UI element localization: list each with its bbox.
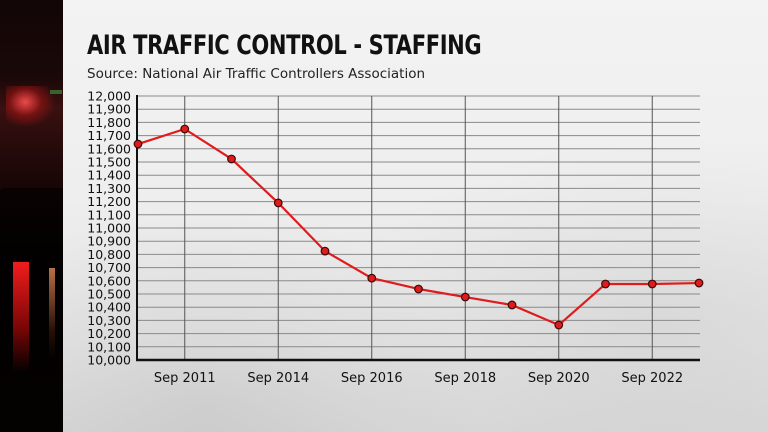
background-photo — [0, 0, 63, 432]
y-tick-label: 11,800 — [87, 115, 131, 130]
y-tick-label: 11,600 — [87, 141, 131, 156]
orange-reflection — [49, 268, 55, 358]
series — [133, 124, 704, 330]
y-tick-label: 10,000 — [87, 353, 131, 368]
y-tick-label: 11,900 — [87, 102, 131, 117]
y-tick-label: 11,000 — [87, 221, 131, 236]
x-tick-label: Sep 2016 — [341, 371, 403, 386]
data-point — [554, 320, 564, 330]
x-axis-ticks: Sep 2011 Sep 2014 Sep 2016 Sep 2018 Sep 2020… — [154, 371, 683, 386]
data-point — [694, 278, 704, 288]
data-point — [133, 139, 143, 149]
y-tick-label: 12,000 — [87, 89, 131, 104]
x-tick-label: Sep 2022 — [621, 371, 683, 386]
series-line — [137, 127, 700, 327]
red-reflection — [13, 262, 29, 372]
data-point — [507, 300, 517, 310]
x-tick-label: Sep 2020 — [528, 371, 590, 386]
y-tick-label: 10,600 — [87, 273, 131, 288]
gridlines — [137, 95, 700, 360]
data-point — [320, 246, 330, 256]
y-tick-label: 11,200 — [87, 194, 131, 209]
data-point — [273, 198, 283, 208]
x-tick-label: Sep 2018 — [434, 371, 496, 386]
y-tick-label: 11,300 — [87, 181, 131, 196]
data-point — [460, 292, 470, 302]
y-tick-label: 10,900 — [87, 234, 131, 249]
y-tick-label: 11,500 — [87, 155, 131, 170]
y-tick-label: 11,400 — [87, 168, 131, 183]
car-lights — [6, 86, 54, 126]
data-point — [180, 124, 190, 134]
data-point — [367, 273, 377, 283]
y-tick-label: 10,500 — [87, 287, 131, 302]
y-tick-label: 11,100 — [87, 207, 131, 222]
x-tick-label: Sep 2011 — [154, 371, 216, 386]
y-tick-label: 10,800 — [87, 247, 131, 262]
y-tick-label: 10,100 — [87, 339, 131, 354]
chart-subtitle: Source: National Air Traffic Controllers… — [87, 66, 426, 82]
y-tick-label: 10,400 — [87, 300, 131, 315]
y-tick-label: 10,700 — [87, 260, 131, 275]
chart-title: AIR TRAFFIC CONTROL - STAFFING — [87, 30, 482, 61]
y-tick-label: 11,700 — [87, 128, 131, 143]
axes — [136, 95, 700, 362]
y-tick-label: 10,300 — [87, 313, 131, 328]
y-axis-ticks: 10,00010,10010,20010,30010,40010,50010,6… — [87, 89, 131, 368]
data-point — [647, 279, 657, 289]
data-point — [414, 284, 423, 294]
y-tick-label: 10,200 — [87, 326, 131, 341]
x-tick-label: Sep 2014 — [247, 371, 309, 386]
data-point — [601, 279, 610, 289]
data-point — [227, 154, 236, 164]
green-light — [50, 90, 62, 94]
